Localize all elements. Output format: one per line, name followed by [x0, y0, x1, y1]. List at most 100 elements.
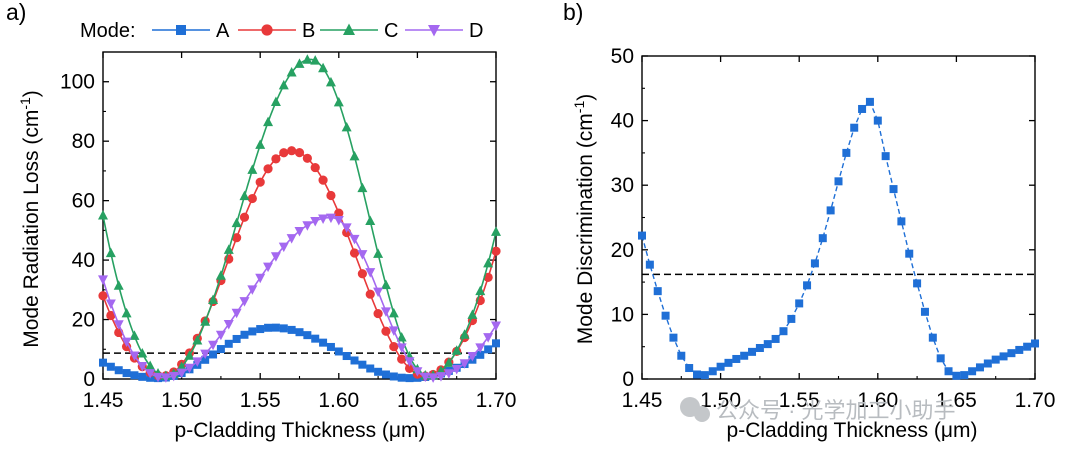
series-C-point [396, 332, 407, 342]
panel-a-x-tick-label: 1.60 [318, 389, 359, 412]
series-C-point [365, 215, 376, 226]
series-A-point [319, 338, 328, 347]
series-D-point [325, 213, 336, 224]
panel-b-x-tick-label: 1.55 [779, 389, 820, 412]
series-A-point [311, 334, 320, 343]
panel-b-x-tick-label: 1.60 [857, 389, 898, 412]
series-A-point [303, 331, 312, 340]
series-C-point [270, 96, 281, 107]
series-D-point [255, 273, 266, 284]
series-D-point [113, 320, 124, 330]
series-A-point [374, 367, 383, 376]
legend-D-marker [428, 25, 440, 37]
series-C-point [231, 217, 242, 228]
series-C-point [341, 121, 352, 132]
series-B-point [349, 248, 360, 258]
series-A-point [201, 355, 210, 364]
series-D-point [357, 250, 368, 260]
series-A-point [232, 334, 241, 343]
series-D-point [153, 372, 164, 383]
series-discrimination-point [716, 362, 725, 371]
series-C-point [176, 361, 187, 371]
series-C-point [325, 76, 336, 87]
series-A-point [138, 372, 147, 381]
series-D-point [380, 307, 391, 317]
series-C-point [105, 247, 116, 258]
series-B-point [365, 289, 375, 299]
series-D-point [192, 357, 203, 367]
panel-a-y-axis-label: Mode Radiation Loss (cm-1) [17, 90, 43, 348]
series-C-point [98, 210, 108, 220]
series-A-point [248, 327, 257, 336]
series-discrimination-point [858, 104, 867, 113]
series-D-point [467, 352, 478, 362]
panel-b-y-tick-label: 50 [611, 45, 634, 68]
panel-b-x-tick-label: 1.45 [622, 389, 663, 412]
panel-b-y-tick-label: 40 [611, 110, 634, 133]
series-C-point [443, 357, 454, 367]
series-B-point [247, 193, 257, 204]
series-D-point [302, 221, 313, 231]
series-B-point [373, 308, 383, 319]
series-C-point [467, 309, 478, 319]
series-discrimination-point [763, 340, 772, 349]
series-B-point [491, 246, 501, 256]
series-discrimination-point [779, 327, 788, 336]
series-discrimination-point [708, 367, 717, 376]
series-C-point [475, 285, 486, 296]
series-D-point [294, 226, 305, 237]
series-D-point [459, 359, 470, 369]
series-B-point [381, 326, 391, 336]
series-D-point [105, 299, 116, 310]
series-B-point [232, 233, 242, 243]
panel-b: b) 1.45 1.50 1.55 1.60 1.65 1.70 0 10 20 30 40 50 p… [563, 0, 1055, 442]
series-D-point [121, 337, 132, 348]
series-C-point [137, 347, 148, 358]
series-C-point [255, 139, 266, 149]
series-B-point [239, 212, 250, 222]
series-discrimination-point [795, 299, 804, 308]
panel-a-y-tick-label: 20 [72, 309, 95, 332]
series-B-point [318, 175, 328, 185]
series-D-point [286, 234, 297, 244]
series-D-point [98, 275, 108, 285]
panel-a: a) Mode: A B C D 1.45 1.50 1.55 1.60 1.65 1.70 0 2… [6, 0, 516, 442]
panel-a-y-tick-label: 100 [60, 71, 95, 94]
panel-a-x-tick-label: 1.50 [161, 389, 202, 412]
series-B-point [279, 148, 289, 158]
series-C-point [223, 244, 234, 254]
series-D-point [475, 343, 486, 353]
panel-b-x-tick-label: 1.70 [1015, 389, 1056, 412]
series-D-point [270, 252, 281, 262]
series-C-point [263, 116, 274, 127]
panel-b-plot-area: 1.45 1.50 1.55 1.60 1.65 1.70 0 10 20 30 40 50 [611, 45, 1056, 412]
series-C-point [302, 54, 313, 64]
series-C-point [294, 58, 305, 68]
series-A-point [342, 352, 351, 361]
series-D-point [184, 363, 195, 374]
legend-D-label: D [469, 20, 483, 42]
series-discrimination-point [803, 281, 812, 290]
series-B-point [263, 164, 273, 174]
series-discrimination-point [991, 355, 1000, 364]
series-D-point [443, 369, 454, 379]
panel-a-y-tick-label: 60 [72, 190, 95, 213]
series-C-point [491, 226, 501, 236]
series-D-point [420, 372, 431, 383]
panel-b-x-axis-label: p-Cladding Thickness (μm) [727, 419, 978, 442]
series-discrimination-point [693, 370, 702, 379]
panel-b-y-tick-label: 20 [611, 239, 634, 262]
series-A-point [350, 356, 359, 365]
series-A-point [295, 328, 304, 337]
series-discrimination-point [645, 260, 654, 269]
series-C-point [184, 350, 195, 360]
series-D-point [341, 223, 352, 233]
panel-b-y-tick-label: 0 [622, 368, 634, 391]
series-D-point [396, 343, 407, 353]
series-A-point [106, 362, 115, 371]
series-B-point [106, 310, 116, 321]
series-B-point [397, 354, 407, 364]
series-D-point [208, 340, 219, 351]
series-C-point [129, 330, 140, 340]
series-B-point [310, 162, 320, 173]
